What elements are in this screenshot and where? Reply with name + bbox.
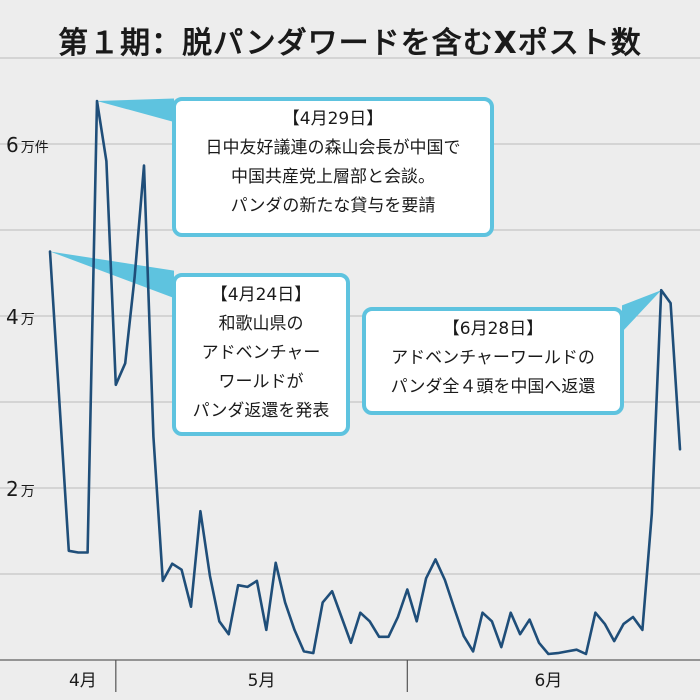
y-tick-label: 6 万件 [6, 133, 49, 157]
callout-date: 【6月28日】 [442, 319, 544, 339]
chart-title: 第１期：脱パンダワードを含むXポスト数 [58, 26, 642, 61]
callout-text-line: 中国共産党上層部と会談。 [231, 167, 435, 187]
callout-text-line: パンダ返還を発表 [192, 401, 330, 421]
y-tick-unit: 万 [21, 484, 35, 500]
callout-text-line: ワールドが [218, 372, 304, 392]
callout-apr29: 【4月29日】日中友好議連の森山会長が中国で 中国共産党上層部と会談。 パンダの新た… [172, 97, 494, 237]
callout-text-line: 日中友好議連の森山会長が中国で [205, 138, 461, 158]
y-tick-value: 4 [6, 305, 19, 329]
y-tick-value: 6 [6, 133, 19, 157]
series-line-group [48, 99, 682, 656]
callout-text-line: 和歌山県の [218, 314, 304, 334]
callout-text-line: アドベンチャー [201, 343, 321, 363]
y-tick-unit: 万件 [21, 140, 49, 156]
callout-text-line: パンダ全４頭を中国へ返還 [390, 377, 596, 397]
callout-text-line: アドベンチャーワールドの [391, 348, 595, 368]
x-axis: 4月 5月 6月 [69, 660, 562, 692]
series-line [48, 99, 682, 656]
month-label: 4月 [69, 671, 97, 691]
callout-apr24: 【4月24日】 和歌山県のアドベンチャー ワールドがパンダ返還を発表 [172, 273, 350, 436]
callout-pointer [622, 290, 662, 332]
callout-pointer [97, 98, 174, 122]
callout-date: 【4月29日】 [282, 109, 384, 129]
callout-text-line: パンダの新たな貸与を要請 [230, 196, 436, 216]
y-tick-unit: 万 [21, 312, 35, 328]
y-tick-value: 2 [6, 477, 19, 501]
month-label: 5月 [248, 671, 276, 691]
y-axis-ticks: 6 万件4 万2 万 [6, 133, 49, 501]
callout-date: 【4月24日】 [210, 285, 312, 305]
month-label: 6月 [534, 671, 562, 691]
callout-jun28: 【6月28日】アドベンチャーワールドの パンダ全４頭を中国へ返還 [362, 307, 624, 415]
